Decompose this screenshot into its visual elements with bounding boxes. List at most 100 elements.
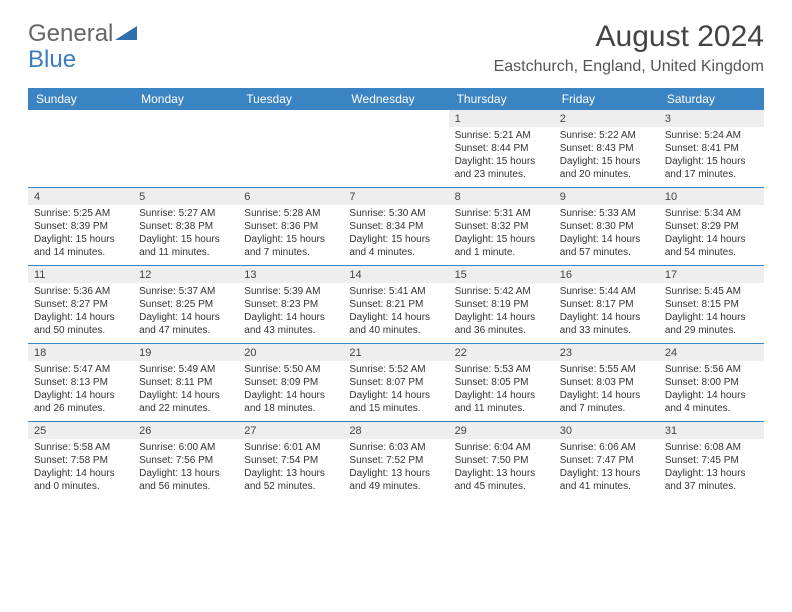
daylight-text-1: Daylight: 13 hours — [139, 467, 232, 480]
daylight-text-1: Daylight: 13 hours — [665, 467, 758, 480]
sunset-text: Sunset: 7:45 PM — [665, 454, 758, 467]
day-number — [133, 110, 238, 127]
daylight-text-1: Daylight: 14 hours — [349, 389, 442, 402]
daylight-text-1: Daylight: 14 hours — [349, 311, 442, 324]
day-cell: Sunrise: 5:24 AMSunset: 8:41 PMDaylight:… — [659, 127, 764, 187]
day-number: 18 — [28, 344, 133, 361]
day-header: Thursday — [449, 88, 554, 110]
sunrise-text: Sunrise: 5:22 AM — [560, 129, 653, 142]
detail-row: Sunrise: 5:47 AMSunset: 8:13 PMDaylight:… — [28, 361, 764, 421]
detail-row: Sunrise: 5:36 AMSunset: 8:27 PMDaylight:… — [28, 283, 764, 343]
sunset-text: Sunset: 8:13 PM — [34, 376, 127, 389]
sunset-text: Sunset: 7:50 PM — [455, 454, 548, 467]
sunset-text: Sunset: 8:38 PM — [139, 220, 232, 233]
day-number: 19 — [133, 344, 238, 361]
day-number: 26 — [133, 422, 238, 439]
daylight-text-1: Daylight: 13 hours — [560, 467, 653, 480]
day-cell: Sunrise: 6:03 AMSunset: 7:52 PMDaylight:… — [343, 439, 448, 499]
sunset-text: Sunset: 8:03 PM — [560, 376, 653, 389]
title-block: August 2024 Eastchurch, England, United … — [494, 20, 764, 76]
day-number: 16 — [554, 266, 659, 283]
day-header: Monday — [133, 88, 238, 110]
day-number: 10 — [659, 188, 764, 205]
daylight-text-1: Daylight: 14 hours — [244, 389, 337, 402]
logo: General — [28, 20, 137, 48]
sunrise-text: Sunrise: 6:08 AM — [665, 441, 758, 454]
daylight-text-1: Daylight: 15 hours — [244, 233, 337, 246]
day-cell: Sunrise: 5:42 AMSunset: 8:19 PMDaylight:… — [449, 283, 554, 343]
day-cell: Sunrise: 5:22 AMSunset: 8:43 PMDaylight:… — [554, 127, 659, 187]
day-number: 11 — [28, 266, 133, 283]
sunrise-text: Sunrise: 5:53 AM — [455, 363, 548, 376]
day-number: 30 — [554, 422, 659, 439]
location: Eastchurch, England, United Kingdom — [494, 58, 764, 76]
day-number: 17 — [659, 266, 764, 283]
day-cell: Sunrise: 6:00 AMSunset: 7:56 PMDaylight:… — [133, 439, 238, 499]
sunset-text: Sunset: 7:54 PM — [244, 454, 337, 467]
day-number: 1 — [449, 110, 554, 127]
sunset-text: Sunset: 8:43 PM — [560, 142, 653, 155]
daylight-text-1: Daylight: 14 hours — [34, 311, 127, 324]
daylight-text-1: Daylight: 15 hours — [455, 155, 548, 168]
day-number — [28, 110, 133, 127]
sunrise-text: Sunrise: 5:39 AM — [244, 285, 337, 298]
day-cell: Sunrise: 5:33 AMSunset: 8:30 PMDaylight:… — [554, 205, 659, 265]
sunset-text: Sunset: 8:21 PM — [349, 298, 442, 311]
day-cell: Sunrise: 5:49 AMSunset: 8:11 PMDaylight:… — [133, 361, 238, 421]
daylight-text-2: and 22 minutes. — [139, 402, 232, 415]
sunset-text: Sunset: 7:52 PM — [349, 454, 442, 467]
calendar-body: 123Sunrise: 5:21 AMSunset: 8:44 PMDaylig… — [28, 110, 764, 499]
day-cell: Sunrise: 6:01 AMSunset: 7:54 PMDaylight:… — [238, 439, 343, 499]
day-number: 27 — [238, 422, 343, 439]
daylight-text-1: Daylight: 15 hours — [665, 155, 758, 168]
daylight-text-2: and 57 minutes. — [560, 246, 653, 259]
day-cell: Sunrise: 6:08 AMSunset: 7:45 PMDaylight:… — [659, 439, 764, 499]
daylight-text-1: Daylight: 14 hours — [244, 311, 337, 324]
sunset-text: Sunset: 8:19 PM — [455, 298, 548, 311]
daylight-text-2: and 50 minutes. — [34, 324, 127, 337]
detail-row: Sunrise: 5:58 AMSunset: 7:58 PMDaylight:… — [28, 439, 764, 499]
day-number: 4 — [28, 188, 133, 205]
day-cell — [343, 127, 448, 187]
sunset-text: Sunset: 8:07 PM — [349, 376, 442, 389]
sunset-text: Sunset: 8:17 PM — [560, 298, 653, 311]
detail-row: Sunrise: 5:25 AMSunset: 8:39 PMDaylight:… — [28, 205, 764, 265]
daylight-text-1: Daylight: 14 hours — [455, 311, 548, 324]
sunset-text: Sunset: 8:36 PM — [244, 220, 337, 233]
daylight-text-1: Daylight: 15 hours — [34, 233, 127, 246]
sunset-text: Sunset: 8:34 PM — [349, 220, 442, 233]
day-header: Sunday — [28, 88, 133, 110]
sunset-text: Sunset: 8:39 PM — [34, 220, 127, 233]
sunrise-text: Sunrise: 5:37 AM — [139, 285, 232, 298]
sunset-text: Sunset: 8:27 PM — [34, 298, 127, 311]
daylight-text-2: and 11 minutes. — [139, 246, 232, 259]
day-number: 2 — [554, 110, 659, 127]
day-number: 9 — [554, 188, 659, 205]
daylight-text-1: Daylight: 13 hours — [244, 467, 337, 480]
daylight-text-2: and 11 minutes. — [455, 402, 548, 415]
sunset-text: Sunset: 8:44 PM — [455, 142, 548, 155]
sunrise-text: Sunrise: 5:24 AM — [665, 129, 758, 142]
daylight-text-1: Daylight: 15 hours — [139, 233, 232, 246]
day-number: 23 — [554, 344, 659, 361]
detail-row: Sunrise: 5:21 AMSunset: 8:44 PMDaylight:… — [28, 127, 764, 187]
sunset-text: Sunset: 8:15 PM — [665, 298, 758, 311]
daylight-text-1: Daylight: 13 hours — [349, 467, 442, 480]
day-number: 3 — [659, 110, 764, 127]
sunrise-text: Sunrise: 5:55 AM — [560, 363, 653, 376]
sunrise-text: Sunrise: 5:45 AM — [665, 285, 758, 298]
sunrise-text: Sunrise: 5:41 AM — [349, 285, 442, 298]
daylight-text-2: and 49 minutes. — [349, 480, 442, 493]
sunrise-text: Sunrise: 6:00 AM — [139, 441, 232, 454]
day-cell: Sunrise: 5:30 AMSunset: 8:34 PMDaylight:… — [343, 205, 448, 265]
day-cell: Sunrise: 5:39 AMSunset: 8:23 PMDaylight:… — [238, 283, 343, 343]
sunset-text: Sunset: 8:41 PM — [665, 142, 758, 155]
daylight-text-2: and 23 minutes. — [455, 168, 548, 181]
day-number: 20 — [238, 344, 343, 361]
day-number: 29 — [449, 422, 554, 439]
day-cell: Sunrise: 5:52 AMSunset: 8:07 PMDaylight:… — [343, 361, 448, 421]
header: General August 2024 Eastchurch, England,… — [28, 20, 764, 76]
day-cell: Sunrise: 5:56 AMSunset: 8:00 PMDaylight:… — [659, 361, 764, 421]
day-number: 28 — [343, 422, 448, 439]
logo-triangle-icon — [115, 22, 137, 40]
